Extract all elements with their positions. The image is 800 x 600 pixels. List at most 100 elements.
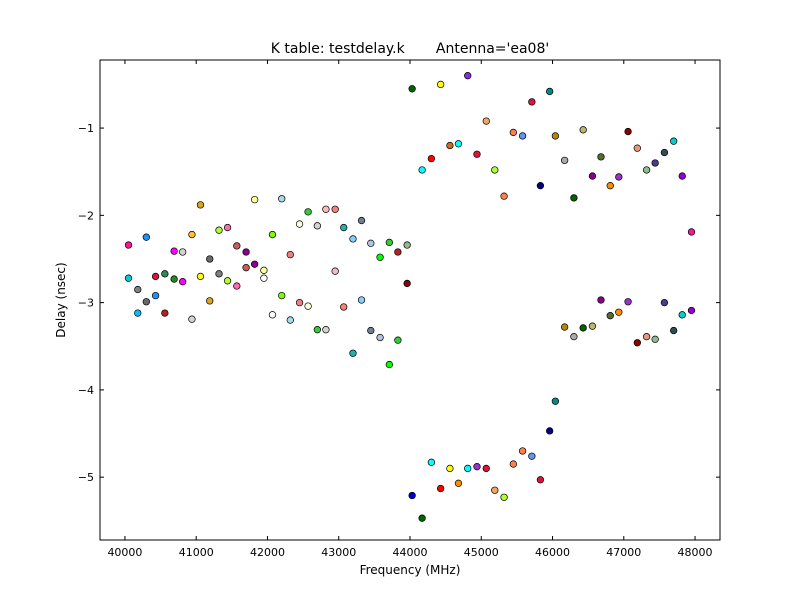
data-point — [161, 309, 169, 317]
data-point — [536, 476, 545, 484]
data-point — [206, 255, 214, 263]
data-point — [687, 306, 696, 315]
data-point — [322, 326, 330, 334]
data-point — [223, 223, 232, 232]
data-point — [427, 458, 436, 466]
data-point — [560, 323, 569, 331]
data-point — [687, 228, 696, 236]
data-point — [286, 250, 294, 259]
data-point — [427, 154, 436, 163]
data-point — [134, 309, 142, 317]
data-point — [588, 322, 597, 330]
data-point — [278, 195, 286, 203]
data-point — [560, 156, 569, 165]
data-point — [579, 126, 587, 134]
data-point — [651, 335, 659, 343]
data-point — [408, 85, 416, 93]
data-point — [491, 166, 499, 174]
y-tick-label: −3 — [78, 297, 94, 310]
data-point — [295, 220, 304, 228]
data-point — [436, 80, 445, 89]
data-point — [340, 223, 348, 232]
data-point — [642, 166, 651, 174]
data-point — [551, 397, 560, 405]
y-tick-label: −2 — [78, 209, 94, 222]
data-point — [500, 192, 508, 200]
data-point — [408, 491, 416, 500]
data-point — [615, 173, 623, 181]
data-point — [151, 272, 160, 281]
data-point — [161, 270, 169, 278]
data-point — [518, 447, 527, 455]
x-tick-label: 41000 — [179, 546, 214, 559]
data-point — [331, 267, 339, 275]
data-point — [464, 464, 472, 473]
data-point — [376, 333, 384, 342]
data-point — [170, 247, 178, 255]
data-point — [588, 172, 597, 180]
data-point — [313, 326, 322, 334]
data-point — [606, 312, 614, 320]
data-point — [142, 298, 150, 306]
data-point — [482, 464, 490, 473]
data-point — [331, 205, 339, 213]
data-point — [322, 205, 330, 213]
data-point — [385, 360, 393, 369]
data-point — [633, 339, 641, 347]
data-point — [597, 296, 605, 304]
x-tick-label: 48000 — [678, 546, 713, 559]
data-point — [446, 464, 454, 473]
data-point — [446, 141, 454, 150]
data-point — [509, 460, 517, 468]
plot-frame — [99, 59, 721, 541]
data-point — [357, 296, 366, 304]
y-tick-label: −5 — [78, 471, 94, 484]
data-point — [242, 248, 250, 256]
x-tick-label: 43000 — [321, 546, 356, 559]
data-point — [376, 253, 384, 261]
data-point — [134, 285, 142, 294]
data-point — [196, 272, 205, 281]
data-point — [403, 241, 411, 249]
data-point — [670, 137, 678, 145]
data-point — [394, 248, 402, 256]
data-point — [633, 144, 641, 152]
data-point — [357, 216, 366, 225]
data-point — [579, 324, 587, 332]
data-point — [124, 241, 133, 249]
data-point — [418, 166, 426, 174]
y-axis-ticks: −5 −4 −3 −2 −1 — [78, 122, 720, 484]
data-point — [436, 484, 445, 493]
data-point — [509, 128, 517, 137]
data-point — [151, 291, 160, 300]
data-points — [124, 72, 696, 522]
data-point — [260, 266, 268, 274]
data-point — [642, 333, 651, 341]
data-point — [179, 248, 187, 256]
y-axis-label: Delay (nsec) — [54, 262, 68, 337]
data-point — [482, 117, 490, 125]
data-point — [491, 486, 499, 494]
data-point — [624, 127, 632, 136]
data-point — [518, 132, 527, 140]
data-point — [570, 333, 578, 341]
x-axis-ticks: 40000 41000 42000 43000 44000 45000 46000 47000… — [107, 60, 713, 559]
data-point — [223, 277, 232, 285]
data-point — [215, 226, 223, 234]
data-point — [500, 493, 508, 501]
data-point — [464, 72, 472, 80]
data-point — [278, 291, 286, 300]
data-point — [304, 208, 312, 216]
x-tick-label: 44000 — [393, 546, 428, 559]
data-point — [536, 182, 545, 190]
data-point — [473, 463, 481, 471]
data-point — [250, 195, 259, 204]
data-point — [678, 311, 686, 319]
data-point — [170, 275, 178, 283]
data-point — [528, 452, 536, 460]
chart-title: K table: testdelay.k Antenna='ea08' — [271, 41, 549, 57]
data-point — [268, 230, 277, 239]
data-point — [340, 303, 348, 311]
